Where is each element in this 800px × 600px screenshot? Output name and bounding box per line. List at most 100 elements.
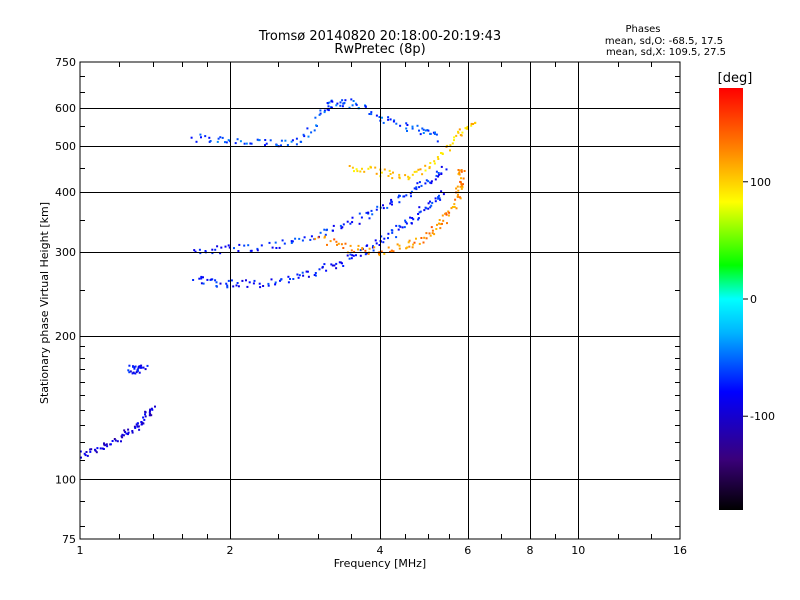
data-point <box>359 170 362 173</box>
data-point <box>437 172 440 174</box>
data-point <box>404 221 407 224</box>
data-point <box>440 173 443 175</box>
data-point <box>410 222 413 225</box>
data-point <box>211 252 214 255</box>
data-point <box>324 235 326 238</box>
data-point <box>437 197 440 200</box>
data-point <box>431 232 434 235</box>
x-tick-label: 16 <box>673 544 687 557</box>
data-point <box>128 364 131 367</box>
data-point <box>418 242 421 245</box>
data-point <box>460 169 463 172</box>
data-point <box>387 246 390 249</box>
data-point <box>124 431 127 433</box>
data-point <box>133 367 136 370</box>
data-point <box>284 139 287 142</box>
data-point <box>445 212 448 215</box>
data-point <box>436 140 439 143</box>
data-point <box>351 254 354 257</box>
data-point <box>332 229 334 232</box>
data-point <box>298 237 301 240</box>
data-point <box>397 196 400 199</box>
data-point <box>367 167 370 170</box>
data-point <box>395 122 398 125</box>
data-point <box>250 249 253 252</box>
data-point <box>451 142 454 145</box>
data-point <box>295 137 298 140</box>
data-point <box>417 218 420 221</box>
data-point <box>227 244 230 247</box>
data-point <box>80 456 82 459</box>
data-point <box>280 278 283 281</box>
data-point <box>299 140 302 143</box>
data-point <box>127 433 129 436</box>
data-point <box>154 405 156 408</box>
data-point <box>375 242 378 245</box>
data-point <box>430 226 433 229</box>
data-point <box>317 236 320 239</box>
axis-ticks: 1 2 4 6 8 10 16 75 100 200 300 400 500 600 750 <box>55 56 687 557</box>
data-point <box>337 242 340 245</box>
data-point <box>198 277 201 280</box>
data-point <box>290 242 293 244</box>
data-point <box>406 130 408 132</box>
data-point <box>368 217 371 220</box>
data-point <box>262 285 265 287</box>
data-point <box>339 261 342 264</box>
data-point <box>122 434 125 437</box>
data-point <box>371 213 374 216</box>
data-point <box>127 428 130 431</box>
data-point <box>249 142 252 145</box>
stats-o-line: mean, sd,O: -68.5, 17.5 <box>605 36 723 47</box>
data-point <box>348 257 351 260</box>
data-point <box>460 170 463 173</box>
data-point <box>356 170 359 173</box>
data-point <box>392 120 395 123</box>
data-point <box>289 278 291 280</box>
data-point <box>415 186 418 189</box>
data-point <box>440 165 443 168</box>
data-point <box>387 116 390 119</box>
data-point <box>358 212 361 215</box>
data-point <box>398 247 401 250</box>
data-point <box>403 195 406 198</box>
data-point <box>429 132 432 135</box>
data-point <box>336 243 338 246</box>
data-point <box>200 282 203 285</box>
data-point <box>359 254 362 257</box>
data-point <box>198 248 201 251</box>
data-point <box>136 425 139 428</box>
data-point <box>302 133 305 136</box>
data-point <box>398 224 401 227</box>
data-point <box>444 212 447 215</box>
data-point <box>202 276 204 279</box>
data-point <box>350 257 353 260</box>
data-point <box>318 113 321 116</box>
data-point <box>136 369 139 372</box>
data-point <box>447 214 450 217</box>
data-point <box>319 109 322 112</box>
data-point <box>388 169 391 172</box>
data-point <box>407 175 410 178</box>
data-point <box>398 201 401 204</box>
data-point <box>341 99 344 102</box>
data-point <box>228 246 231 249</box>
data-point <box>419 210 422 213</box>
data-point <box>367 211 370 214</box>
data-point <box>364 253 367 256</box>
data-point <box>313 129 316 132</box>
data-point <box>138 428 141 431</box>
data-point <box>149 408 152 411</box>
data-point <box>342 247 345 249</box>
data-point <box>358 222 361 225</box>
data-points-layer <box>79 98 477 459</box>
x-axis-label: Frequency [MHz] <box>334 557 426 570</box>
colorbar-tick-label: 0 <box>750 293 757 306</box>
data-point <box>104 444 107 447</box>
data-point <box>453 203 456 206</box>
data-point <box>350 98 353 101</box>
data-point <box>446 222 448 225</box>
data-point <box>453 139 455 142</box>
data-point <box>470 122 473 125</box>
data-point <box>464 127 467 130</box>
